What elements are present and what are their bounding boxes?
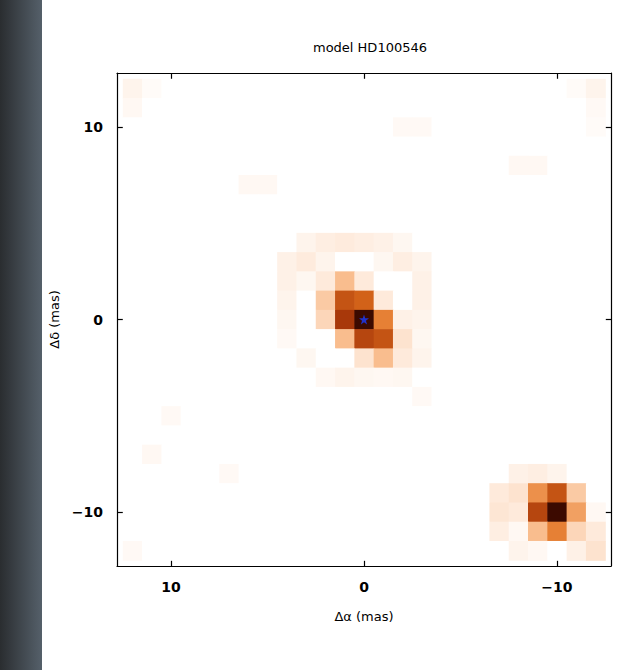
svg-text:10: 10 [161, 579, 181, 595]
svg-text:model HD100546: model HD100546 [313, 40, 427, 55]
svg-text:−10: −10 [72, 504, 103, 520]
svg-text:Δα (mas): Δα (mas) [334, 609, 393, 624]
svg-text:−10: −10 [541, 579, 572, 595]
svg-text:Δδ (mas): Δδ (mas) [47, 290, 62, 349]
svg-text:0: 0 [359, 579, 369, 595]
svg-text:10: 10 [84, 119, 104, 135]
svg-text:0: 0 [93, 312, 103, 328]
